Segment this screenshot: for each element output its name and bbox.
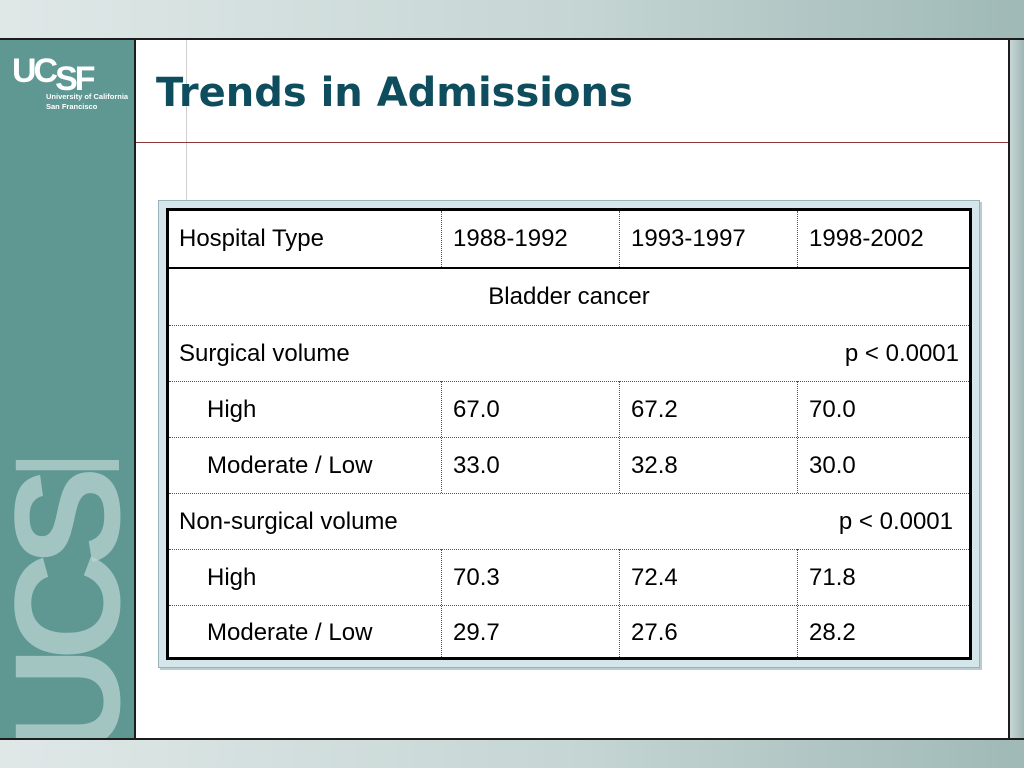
header-rule [169, 267, 969, 269]
table-cell: 72.4 [631, 564, 678, 591]
table-cell: 30.0 [809, 452, 856, 479]
page-title: Trends in Admissions [156, 70, 633, 116]
section-label: Bladder cancer [488, 283, 650, 310]
watermark-text: UCSF [0, 460, 136, 738]
table-cell: 32.8 [631, 452, 678, 479]
header-hospital-type: Hospital Type [179, 225, 324, 252]
table-cell: 27.6 [631, 619, 678, 646]
row-divider [169, 381, 969, 382]
table-cell: 70.0 [809, 396, 856, 423]
right-edge-bar [1008, 40, 1024, 738]
table-cell: 70.3 [453, 564, 500, 591]
column-divider [441, 549, 442, 657]
logo-mark: UCSF [12, 52, 128, 96]
header-period-1: 1988-1992 [453, 225, 568, 252]
row-label: Moderate / Low [207, 452, 373, 479]
row-divider [169, 325, 969, 326]
table-cell: 67.0 [453, 396, 500, 423]
row-label: High [207, 396, 257, 423]
title-divider [136, 142, 1008, 143]
logo-university-line: University of California [46, 92, 129, 101]
row-label: Moderate / Low [207, 619, 373, 646]
table-cell: 67.2 [631, 396, 678, 423]
bottom-banner [0, 738, 1024, 768]
column-divider [441, 211, 442, 267]
header-period-3: 1998-2002 [809, 225, 924, 252]
column-divider [619, 211, 620, 267]
table-cell: 71.8 [809, 564, 856, 591]
row-divider [169, 549, 969, 550]
header-period-2: 1993-1997 [631, 225, 746, 252]
logo-mark-uc: UC [12, 52, 58, 90]
group-label-non-surgical: Non-surgical volume [179, 508, 398, 535]
top-banner [0, 0, 1024, 40]
column-divider [441, 381, 442, 493]
table-cell: 33.0 [453, 452, 500, 479]
column-divider [797, 381, 798, 493]
group-label-surgical: Surgical volume [179, 340, 350, 367]
title-guide-line [186, 40, 187, 200]
logo-city-line: San Francisco [46, 102, 98, 111]
ucsf-watermark: UCSF [0, 460, 136, 738]
logo-mark-sf: SF [55, 60, 95, 98]
column-divider [619, 381, 620, 493]
ucsf-logo: UCSF University of California San Franci… [12, 54, 128, 112]
row-divider [169, 493, 969, 494]
row-divider [169, 437, 969, 438]
group-p-value-surgical: p < 0.0001 [844, 340, 959, 367]
group-p-value-non-surgical: p < 0.0001 [838, 508, 953, 535]
row-label: High [207, 564, 257, 591]
table-cell: 28.2 [809, 619, 856, 646]
sidebar: UCSF University of California San Franci… [0, 40, 136, 738]
column-divider [797, 549, 798, 657]
column-divider [797, 211, 798, 267]
table-cell: 29.7 [453, 619, 500, 646]
admissions-table: Hospital Type 1988-1992 1993-1997 1998-2… [166, 208, 972, 660]
column-divider [619, 549, 620, 657]
row-divider [169, 605, 969, 606]
